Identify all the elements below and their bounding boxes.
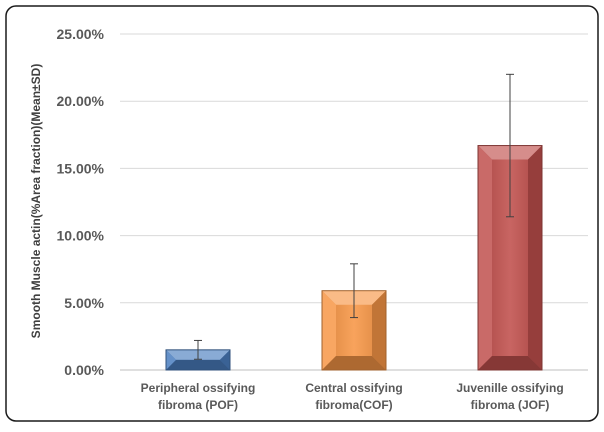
bar-bevel-right <box>372 290 386 370</box>
error-bar <box>350 263 358 319</box>
y-tick-label: 15.00% <box>57 160 105 176</box>
bar-bevel-bottom <box>166 359 230 370</box>
bar-bevel-left <box>478 145 492 370</box>
bar <box>165 349 231 371</box>
error-bar <box>194 339 202 360</box>
y-tick-label: 10.00% <box>57 228 105 244</box>
bar-bevel-left <box>322 290 336 370</box>
error-bar <box>506 73 514 218</box>
bar-bevel-bottom <box>322 356 386 370</box>
bar-bevel-left <box>166 349 177 370</box>
y-tick-label: 0.00% <box>64 362 104 378</box>
x-tick-label: Juvenille ossifying fibroma (JOF) <box>456 381 563 412</box>
chart-border <box>5 5 599 422</box>
y-tick-label: 5.00% <box>64 295 104 311</box>
x-axis-ticks: Peripheral ossifying fibroma (POF) Central… <box>141 381 564 412</box>
x-tick-label: Central ossifying fibroma(COF) <box>305 381 402 412</box>
bars <box>165 145 543 371</box>
y-axis-label: Smooth Muscle actin(%Area fraction)(Mean… <box>29 64 43 339</box>
bar-bevel-bottom <box>478 356 542 370</box>
bar-bevel-right <box>219 349 230 370</box>
y-tick-label: 20.00% <box>57 93 105 109</box>
bar-bevel-right <box>528 145 542 370</box>
x-tick-label: Peripheral ossifying fibroma (POF) <box>141 381 256 412</box>
y-tick-label: 25.00% <box>57 26 105 42</box>
error-bars <box>194 73 514 360</box>
y-axis-ticks: 0.00% 5.00% 10.00% 15.00% 20.00% 25.00% <box>57 26 105 378</box>
